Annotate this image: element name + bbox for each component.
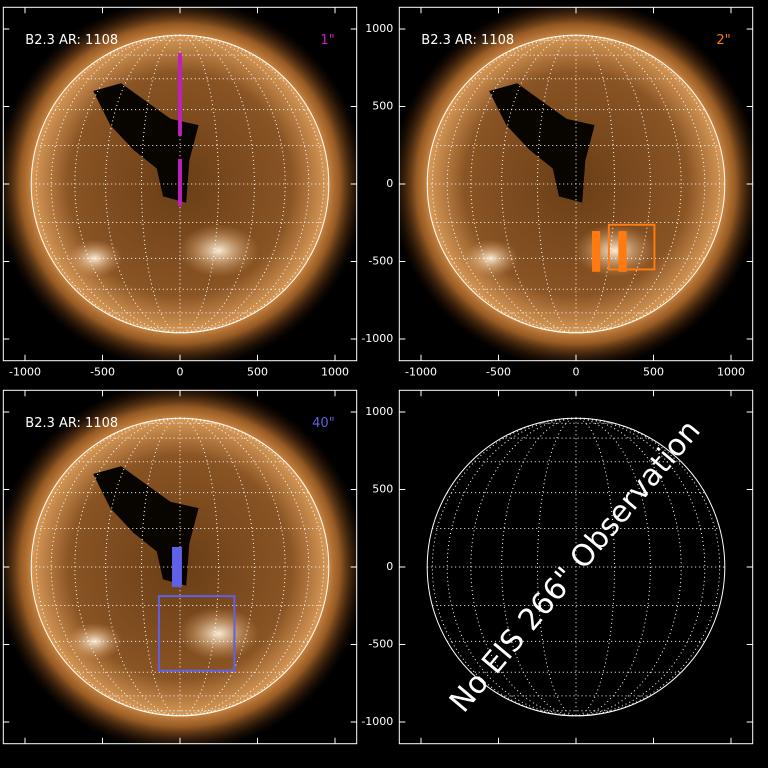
active-region	[462, 239, 519, 277]
panel-content	[399, 7, 753, 361]
longitude-line	[575, 34, 721, 334]
y-tick-label: 0	[386, 560, 393, 573]
longitude-line	[470, 34, 577, 334]
y-tick-label: 500	[372, 100, 393, 113]
x-tick-label: -500	[486, 366, 511, 379]
x-tick-label: 1000	[717, 366, 745, 379]
longitude-line	[140, 417, 181, 717]
longitude-line	[536, 417, 577, 717]
longitude-line	[35, 34, 181, 334]
slit-label: 1"	[320, 33, 334, 48]
longitude-line	[179, 417, 325, 717]
longitude-line	[536, 34, 577, 334]
y-tick-label: -500	[368, 638, 393, 651]
active-region	[66, 239, 123, 277]
raster-box	[592, 231, 601, 272]
active-region	[178, 607, 260, 661]
longitude-line	[470, 417, 577, 717]
longitude-line	[179, 417, 220, 717]
raster-box	[157, 595, 236, 672]
coronal-hole	[489, 83, 595, 203]
raster-box	[178, 158, 182, 207]
y-tick-label: 1000	[365, 405, 393, 418]
solar-limb	[426, 417, 726, 717]
slit-label: 40"	[312, 416, 335, 431]
panel-content	[3, 390, 357, 744]
raster-box	[178, 53, 182, 136]
longitude-line	[431, 34, 577, 334]
longitude-line	[35, 417, 181, 717]
coronal-hole	[93, 83, 199, 203]
y-tick-label: -500	[368, 255, 393, 268]
longitude-line	[105, 417, 181, 717]
solar-limb	[30, 417, 330, 717]
longitude-line	[179, 417, 286, 717]
raster-box	[607, 223, 656, 271]
longitude-line	[575, 34, 651, 334]
longitude-line	[74, 34, 181, 334]
x-tick-label: 500	[247, 366, 268, 379]
longitude-line	[179, 417, 255, 717]
active-region	[178, 224, 260, 277]
longitude-line	[575, 417, 721, 717]
longitude-line	[105, 34, 181, 334]
x-tick-label: -1000	[9, 366, 41, 379]
longitude-line	[575, 34, 616, 334]
solar-limb	[30, 34, 330, 334]
y-tick-label: 0	[386, 177, 393, 190]
longitude-line	[179, 34, 220, 334]
slit-label: 2"	[716, 33, 730, 48]
x-tick-label: -1000	[405, 366, 437, 379]
longitude-line	[575, 34, 682, 334]
x-tick-label: -500	[90, 366, 115, 379]
raster-box	[618, 231, 627, 272]
panel: B2.3 AR: 1108 40"	[2, 389, 358, 745]
panel-label: B2.3 AR: 1108	[421, 33, 514, 48]
panel-content	[426, 417, 726, 717]
y-tick-label: -1000	[361, 715, 393, 728]
longitude-line	[575, 417, 616, 717]
x-tick-label: 0	[177, 366, 184, 379]
longitude-line	[179, 34, 286, 334]
panel: -1000 -500 0 500 1000 -1000 -500 0 500 1000 B2.3 A…	[361, 6, 754, 379]
longitude-line	[179, 34, 325, 334]
raster-box	[172, 546, 182, 588]
active-region	[66, 622, 123, 661]
panel-label: B2.3 AR: 1108	[25, 416, 118, 431]
y-tick-label: 500	[372, 483, 393, 496]
longitude-line	[431, 417, 577, 717]
longitude-line	[74, 417, 181, 717]
x-tick-label: 0	[573, 366, 580, 379]
solar-limb	[426, 34, 726, 334]
panel-label: B2.3 AR: 1108	[25, 33, 118, 48]
x-tick-label: 500	[643, 366, 664, 379]
longitude-line	[140, 34, 181, 334]
y-tick-label: -1000	[361, 332, 393, 345]
longitude-line	[575, 417, 651, 717]
panel: -1000 -500 0 500 1000 B2.3 AR: 1108 1"	[2, 6, 358, 379]
longitude-line	[501, 417, 577, 717]
longitude-line	[575, 417, 682, 717]
longitude-line	[179, 34, 255, 334]
longitude-line	[501, 34, 577, 334]
panel-content	[3, 7, 357, 361]
x-tick-label: 1000	[321, 366, 349, 379]
y-tick-label: 1000	[365, 22, 393, 35]
